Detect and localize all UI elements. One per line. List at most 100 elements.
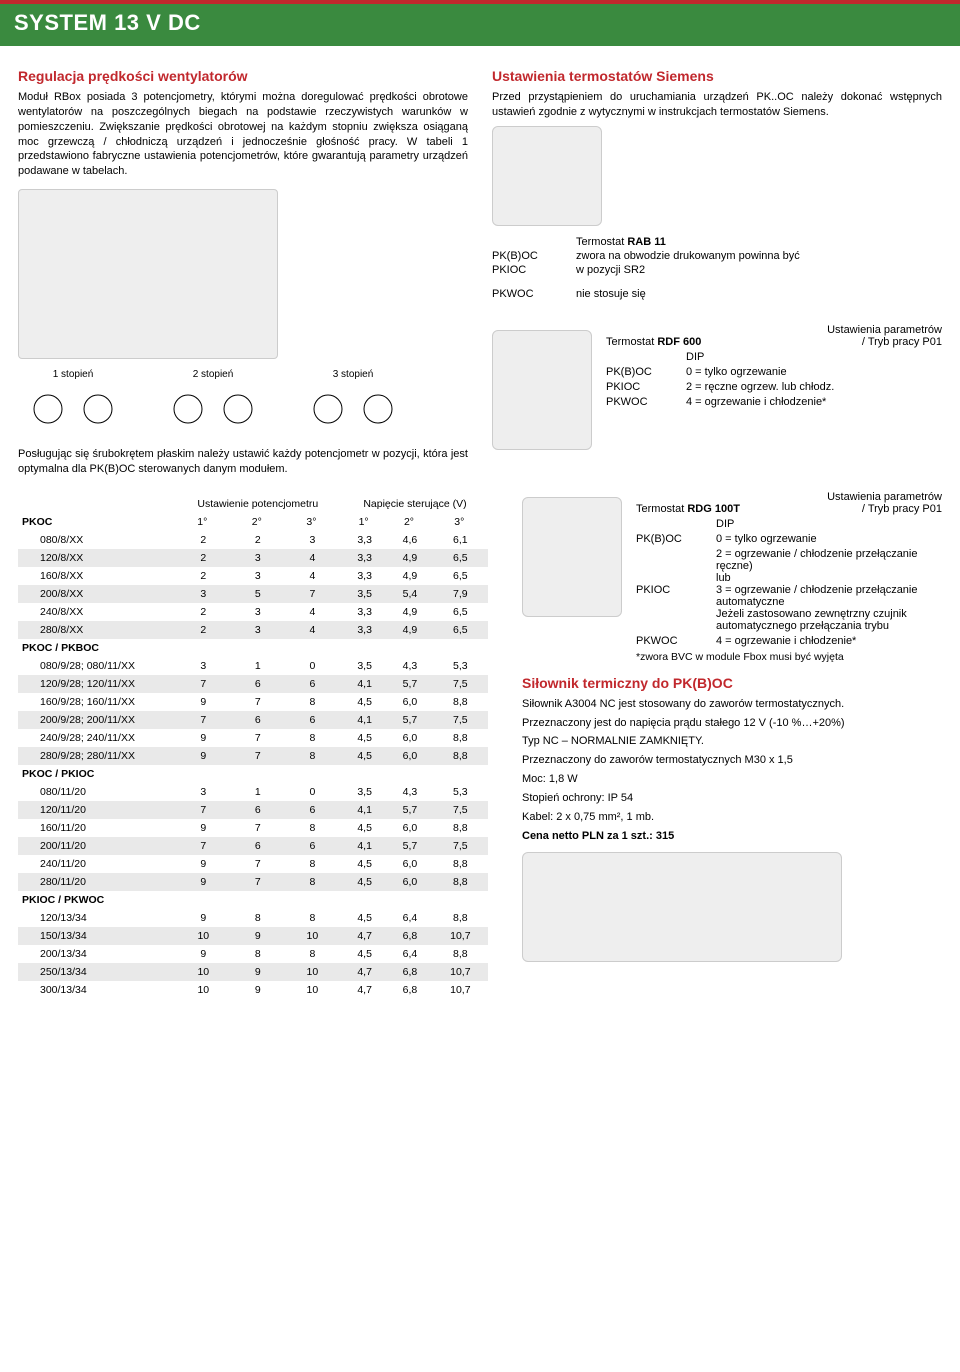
table-col-header xyxy=(387,765,432,783)
table-group-name: PKOC / PKIOC xyxy=(18,765,174,783)
table-cell: 1 xyxy=(233,657,283,675)
table-row-label: 160/11/20 xyxy=(18,819,174,837)
rab11-k0: PK(B)OC xyxy=(492,250,562,262)
dial-label-3: 3 stopień xyxy=(298,369,408,380)
servo-p3: Typ NC – NORMALNIE ZAMKNIĘTY. xyxy=(522,734,942,749)
table-row-label: 240/8/XX xyxy=(18,603,174,621)
table-row-label: 200/9/28; 200/11/XX xyxy=(18,711,174,729)
dial-svg-2 xyxy=(158,384,268,434)
rdg100t-v2: 4 = ogrzewanie i chłodzenie* xyxy=(716,635,856,647)
thermostat-rdf600-image xyxy=(492,330,592,450)
servo-image xyxy=(522,852,842,962)
right-paragraph-1: Przed przystąpieniem do uruchamiania urz… xyxy=(492,90,942,120)
dial-label-2: 2 stopień xyxy=(158,369,268,380)
table-cell: 7,5 xyxy=(433,675,488,693)
table-cell: 1 xyxy=(233,783,283,801)
left-paragraph-2: Posługując się śrubokrętem płaskim należ… xyxy=(18,447,468,477)
table-cell: 4,5 xyxy=(342,855,387,873)
table-cell: 9 xyxy=(233,963,283,981)
table-cell: 4,6 xyxy=(387,531,432,549)
rdg100t-k2: PKWOC xyxy=(636,635,706,647)
servo-p7: Kabel: 2 x 0,75 mm², 1 mb. xyxy=(522,810,942,825)
rdg100t-v0: 0 = tylko ogrzewanie xyxy=(716,533,817,545)
table-cell: 8,8 xyxy=(433,819,488,837)
table-cell: 5,3 xyxy=(433,657,488,675)
table-cell: 3,3 xyxy=(342,567,387,585)
table-row-label: 120/11/20 xyxy=(18,801,174,819)
settings-table-wrap: Ustawienie potencjometru Napięcie steruj… xyxy=(18,495,498,999)
table-cell: 9 xyxy=(174,945,233,963)
table-cell: 2 xyxy=(174,549,233,567)
table-col-header: 3° xyxy=(433,513,488,531)
table-cell: 6,0 xyxy=(387,693,432,711)
table-cell: 5,7 xyxy=(387,675,432,693)
table-cell: 2 xyxy=(174,531,233,549)
table-group-name: PKOC / PKBOC xyxy=(18,639,174,657)
table-col-header xyxy=(283,639,342,657)
table-cell: 10,7 xyxy=(433,927,488,945)
table-cell: 7 xyxy=(233,747,283,765)
table-col-header xyxy=(174,765,233,783)
table-cell: 10,7 xyxy=(433,981,488,999)
table-cell: 6 xyxy=(283,675,342,693)
table-col-header xyxy=(233,765,283,783)
table-cell: 2 xyxy=(174,567,233,585)
table-cell: 9 xyxy=(174,819,233,837)
table-cell: 7 xyxy=(174,801,233,819)
table-cell: 6,4 xyxy=(387,945,432,963)
table-cell: 4,9 xyxy=(387,567,432,585)
header-bar: SYSTEM 13 V DC xyxy=(0,0,960,42)
table-cell: 0 xyxy=(283,783,342,801)
table-cell: 4,1 xyxy=(342,675,387,693)
table-cell: 6 xyxy=(283,837,342,855)
table-cell: 3,3 xyxy=(342,621,387,639)
table-col-header xyxy=(283,765,342,783)
table-cell: 7 xyxy=(233,819,283,837)
table-cell: 9 xyxy=(233,927,283,945)
table-row-label: 080/9/28; 080/11/XX xyxy=(18,657,174,675)
rdg100t-v1: 2 = ogrzewanie / chłodzenie przełączanie… xyxy=(716,548,942,632)
table-row-label: 200/8/XX xyxy=(18,585,174,603)
table-col-header xyxy=(283,891,342,909)
table-cell: 6,5 xyxy=(433,603,488,621)
table-cell: 3 xyxy=(174,585,233,603)
table-cell: 9 xyxy=(174,729,233,747)
table-cell: 6,0 xyxy=(387,855,432,873)
rdg100t-note: *zwora BVC w module Fbox musi być wyjęta xyxy=(636,651,942,663)
table-cell: 4,5 xyxy=(342,945,387,963)
table-cell: 10 xyxy=(283,981,342,999)
table-cell: 6,0 xyxy=(387,873,432,891)
table-cell: 9 xyxy=(174,747,233,765)
table-cell: 4,1 xyxy=(342,837,387,855)
table-cell: 4 xyxy=(283,567,342,585)
page-title: SYSTEM 13 V DC xyxy=(14,10,201,35)
table-cell: 8,8 xyxy=(433,693,488,711)
table-cell: 6,5 xyxy=(433,567,488,585)
table-col-header xyxy=(342,891,387,909)
table-cell: 6,0 xyxy=(387,747,432,765)
table-cell: 6,8 xyxy=(387,927,432,945)
table-cell: 10 xyxy=(174,981,233,999)
settings-table: Ustawienie potencjometru Napięcie steruj… xyxy=(18,495,488,999)
table-cell: 7 xyxy=(174,837,233,855)
rdf600-dip-label: DIP xyxy=(686,351,704,363)
rdf600-k1: PKIOC xyxy=(606,381,676,393)
table-cell: 6,5 xyxy=(433,549,488,567)
table-cell: 8 xyxy=(283,729,342,747)
table-col-header: 3° xyxy=(283,513,342,531)
table-col-header xyxy=(233,891,283,909)
table-cell: 4,5 xyxy=(342,873,387,891)
section-title-right: Ustawienia termostatów Siemens xyxy=(492,68,942,84)
table-cell: 4 xyxy=(283,549,342,567)
table-cell: 3,3 xyxy=(342,531,387,549)
table-cell: 4,5 xyxy=(342,909,387,927)
servo-p4: Przeznaczony do zaworów termostatycznych… xyxy=(522,753,942,768)
table-group-name: PKOC xyxy=(18,513,174,531)
table-cell: 8 xyxy=(283,855,342,873)
table-cell: 3,3 xyxy=(342,603,387,621)
table-col-header xyxy=(433,639,488,657)
thermostat-rdg100t-image xyxy=(522,497,622,617)
table-col-header: 1° xyxy=(342,513,387,531)
table-cell: 6 xyxy=(233,711,283,729)
table-row-label: 080/8/XX xyxy=(18,531,174,549)
